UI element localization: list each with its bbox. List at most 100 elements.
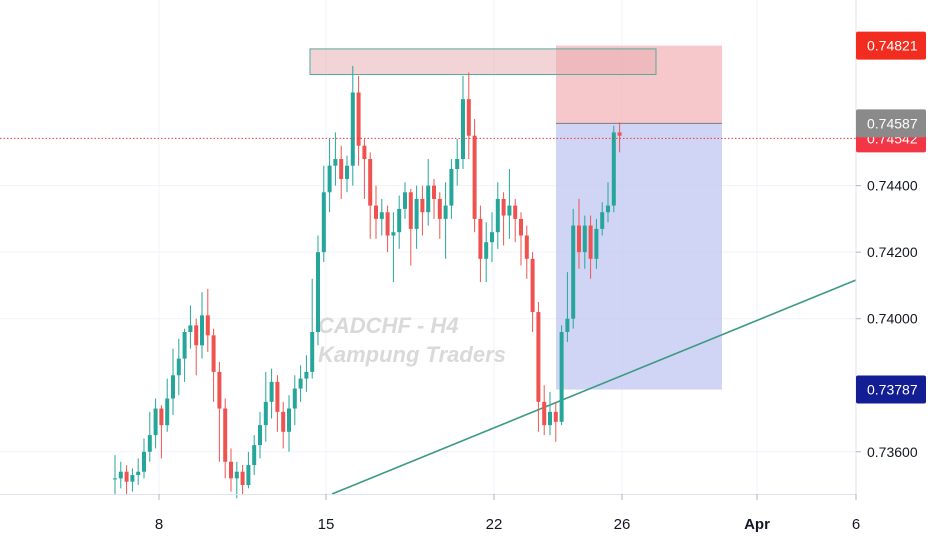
candle[interactable] xyxy=(188,305,193,349)
candle[interactable] xyxy=(171,348,175,416)
candle[interactable] xyxy=(356,75,361,166)
candle[interactable] xyxy=(548,391,552,436)
candle[interactable] xyxy=(524,225,529,279)
candle[interactable] xyxy=(269,368,274,419)
candle[interactable] xyxy=(403,182,407,219)
candle[interactable] xyxy=(501,192,506,246)
candle[interactable] xyxy=(379,198,384,236)
candle[interactable] xyxy=(142,438,146,479)
candle[interactable] xyxy=(130,468,135,492)
candle[interactable] xyxy=(507,168,512,239)
candle[interactable] xyxy=(182,328,187,382)
candle[interactable] xyxy=(234,461,239,499)
candle[interactable] xyxy=(466,72,471,160)
candle[interactable] xyxy=(118,461,123,489)
candle[interactable] xyxy=(594,218,599,269)
candle-body xyxy=(606,205,610,213)
candle[interactable] xyxy=(316,235,320,346)
candle[interactable] xyxy=(455,139,460,186)
candle[interactable] xyxy=(577,198,581,269)
candle-body xyxy=(478,218,483,259)
candle[interactable] xyxy=(565,272,570,342)
candle[interactable] xyxy=(304,355,309,392)
candle-body xyxy=(559,331,564,422)
candle[interactable] xyxy=(606,182,610,223)
candle[interactable] xyxy=(217,361,222,462)
candle[interactable] xyxy=(519,212,523,266)
candle[interactable] xyxy=(478,205,483,283)
candle[interactable] xyxy=(495,182,500,249)
candle[interactable] xyxy=(287,395,291,452)
candle[interactable] xyxy=(408,188,413,266)
candle-body xyxy=(124,471,129,482)
candle[interactable] xyxy=(385,205,390,253)
support-trendline xyxy=(331,279,857,495)
candle[interactable] xyxy=(136,458,141,486)
candle[interactable] xyxy=(449,159,454,219)
candle[interactable] xyxy=(298,365,303,402)
candle[interactable] xyxy=(339,145,344,199)
candle[interactable] xyxy=(176,338,181,396)
candle[interactable] xyxy=(397,195,402,249)
candle[interactable] xyxy=(159,405,164,459)
candle[interactable] xyxy=(350,65,355,186)
candle[interactable] xyxy=(472,119,477,233)
candle[interactable] xyxy=(194,318,199,376)
candle[interactable] xyxy=(333,132,338,186)
candle[interactable] xyxy=(571,208,576,329)
candle[interactable] xyxy=(246,451,251,489)
candle[interactable] xyxy=(281,401,286,449)
candle[interactable] xyxy=(437,192,442,239)
candle[interactable] xyxy=(426,159,431,226)
candle[interactable] xyxy=(113,455,117,495)
candle[interactable] xyxy=(414,185,419,249)
candle[interactable] xyxy=(542,385,547,436)
candle[interactable] xyxy=(345,155,349,193)
candle[interactable] xyxy=(200,292,204,359)
candle[interactable] xyxy=(263,371,268,442)
candle[interactable] xyxy=(205,288,210,352)
candle[interactable] xyxy=(530,252,535,332)
candle[interactable] xyxy=(553,401,558,442)
candle[interactable] xyxy=(368,152,373,239)
price-label-entry[interactable]: 0.74587 xyxy=(856,109,926,138)
candle[interactable] xyxy=(275,375,280,432)
candle[interactable] xyxy=(240,465,245,495)
candle-body xyxy=(171,375,175,399)
price-label-take-profit[interactable]: 0.73787 xyxy=(856,375,926,404)
candle[interactable] xyxy=(147,411,152,462)
candle[interactable] xyxy=(252,435,257,476)
candle[interactable] xyxy=(229,448,233,492)
candle[interactable] xyxy=(292,375,297,426)
candle[interactable] xyxy=(153,398,158,449)
candle[interactable] xyxy=(321,165,326,263)
candle[interactable] xyxy=(327,139,332,213)
candle[interactable] xyxy=(513,198,518,243)
candle[interactable] xyxy=(617,122,622,153)
candle[interactable] xyxy=(258,411,262,459)
candle[interactable] xyxy=(536,302,541,432)
candle-body xyxy=(385,212,390,236)
candle[interactable] xyxy=(223,398,228,479)
candle[interactable] xyxy=(374,185,378,239)
candle[interactable] xyxy=(211,328,216,402)
candle[interactable] xyxy=(582,215,587,269)
candle[interactable] xyxy=(391,212,396,283)
candle[interactable] xyxy=(611,125,616,213)
candle[interactable] xyxy=(484,222,489,283)
candle[interactable] xyxy=(362,139,367,199)
candle[interactable] xyxy=(310,278,315,379)
candle[interactable] xyxy=(600,202,605,236)
candle[interactable] xyxy=(420,185,425,236)
candle[interactable] xyxy=(559,325,564,426)
candle[interactable] xyxy=(443,182,448,259)
candle[interactable] xyxy=(124,465,129,495)
candle[interactable] xyxy=(490,212,494,263)
candle[interactable] xyxy=(165,378,170,432)
price-label-stop-loss[interactable]: 0.74821 xyxy=(856,31,926,60)
candle[interactable] xyxy=(461,75,465,169)
candle[interactable] xyxy=(588,215,593,279)
candle[interactable] xyxy=(432,178,436,219)
